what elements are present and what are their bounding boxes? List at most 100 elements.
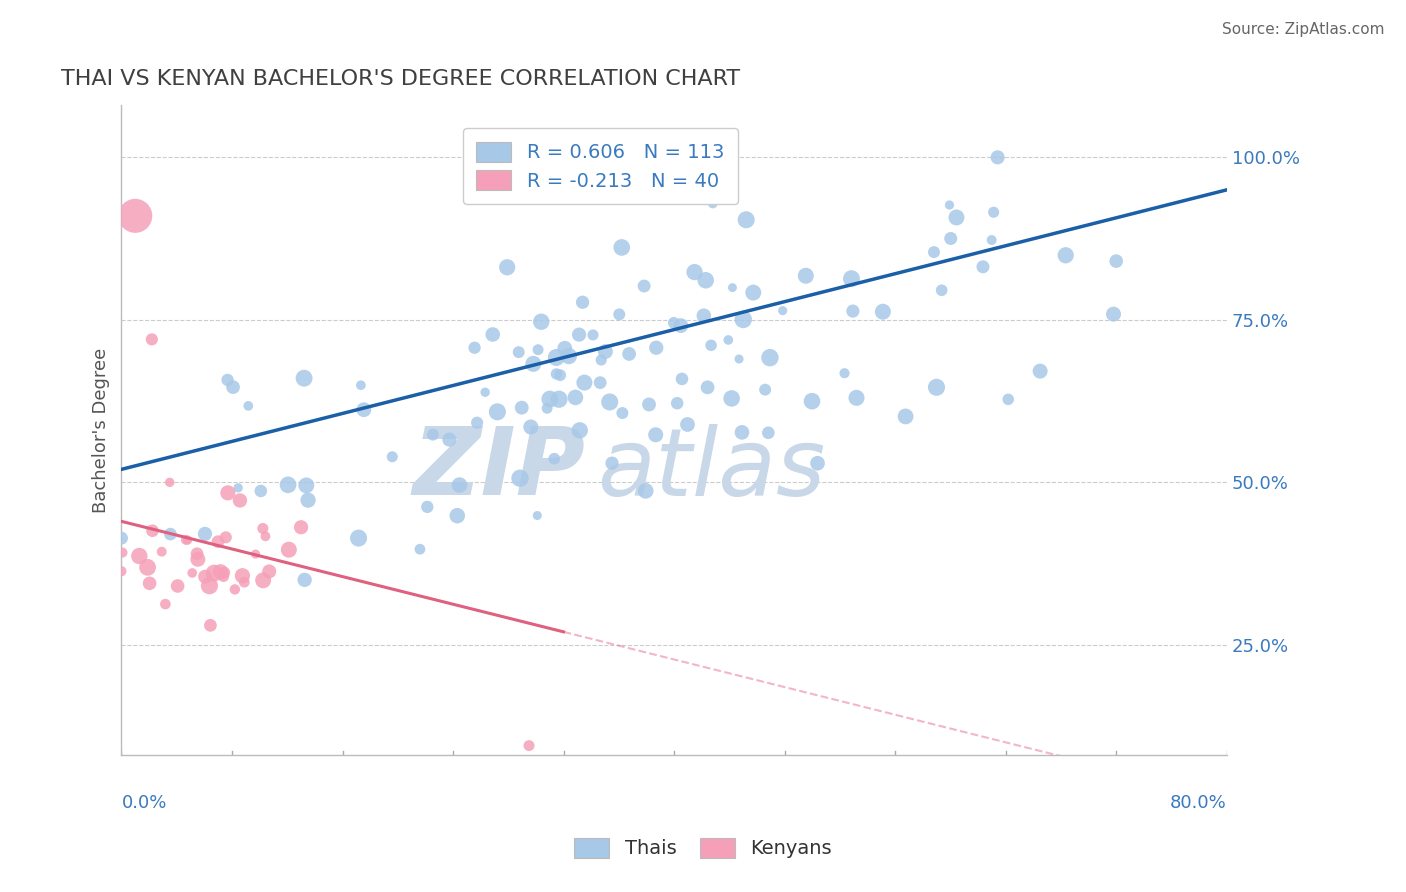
Point bbox=[980, 233, 1002, 247]
Point bbox=[217, 486, 239, 500]
Point bbox=[211, 567, 233, 582]
Point bbox=[671, 372, 693, 386]
Point bbox=[666, 396, 689, 410]
Point bbox=[347, 531, 370, 545]
Point bbox=[252, 574, 274, 588]
Point bbox=[564, 391, 586, 405]
Point bbox=[110, 531, 132, 545]
Point bbox=[496, 260, 519, 275]
Point bbox=[591, 353, 613, 368]
Point bbox=[695, 273, 717, 287]
Point bbox=[214, 566, 236, 580]
Point bbox=[187, 552, 209, 566]
Point bbox=[124, 209, 146, 223]
Point bbox=[728, 351, 751, 366]
Point bbox=[290, 520, 312, 534]
Point bbox=[845, 391, 868, 405]
Point bbox=[548, 368, 571, 383]
Point bbox=[607, 307, 630, 321]
Point bbox=[245, 547, 267, 561]
Point bbox=[574, 376, 596, 390]
Point bbox=[536, 401, 558, 416]
Point bbox=[582, 328, 605, 343]
Legend: Thais, Kenyans: Thais, Kenyans bbox=[567, 830, 839, 866]
Point bbox=[931, 283, 953, 297]
Point bbox=[226, 481, 249, 495]
Point bbox=[509, 471, 531, 485]
Point bbox=[155, 597, 177, 611]
Text: 80.0%: 80.0% bbox=[1170, 795, 1227, 813]
Point bbox=[200, 618, 222, 632]
Point bbox=[972, 260, 994, 274]
Point bbox=[612, 406, 634, 420]
Point bbox=[215, 530, 238, 544]
Point bbox=[834, 366, 856, 380]
Point bbox=[233, 575, 256, 590]
Point bbox=[548, 392, 571, 407]
Point bbox=[174, 533, 197, 547]
Point bbox=[735, 212, 758, 227]
Point bbox=[645, 341, 668, 355]
Point bbox=[141, 524, 163, 538]
Point bbox=[634, 483, 657, 498]
Point bbox=[530, 315, 553, 329]
Point bbox=[231, 568, 253, 582]
Point bbox=[1054, 248, 1077, 262]
Point bbox=[166, 579, 188, 593]
Point bbox=[416, 500, 439, 514]
Point bbox=[568, 327, 591, 342]
Point bbox=[595, 344, 617, 359]
Point bbox=[297, 493, 319, 508]
Point bbox=[546, 367, 568, 381]
Point bbox=[938, 198, 960, 212]
Legend: R = 0.606   N = 113, R = -0.213   N = 40: R = 0.606 N = 113, R = -0.213 N = 40 bbox=[463, 128, 738, 204]
Point bbox=[474, 385, 496, 400]
Point bbox=[794, 268, 817, 283]
Point bbox=[997, 392, 1019, 407]
Point bbox=[945, 211, 967, 225]
Point bbox=[801, 394, 824, 409]
Point bbox=[194, 527, 217, 541]
Point bbox=[138, 576, 160, 591]
Point bbox=[720, 392, 742, 406]
Point bbox=[439, 433, 461, 447]
Point bbox=[922, 245, 945, 260]
Point bbox=[128, 549, 150, 563]
Point bbox=[464, 341, 486, 355]
Point bbox=[294, 573, 316, 587]
Point bbox=[176, 533, 198, 548]
Point bbox=[925, 380, 948, 394]
Point bbox=[508, 345, 530, 359]
Point bbox=[1102, 307, 1125, 321]
Point bbox=[517, 739, 540, 753]
Point bbox=[292, 371, 315, 385]
Point bbox=[222, 380, 245, 394]
Point bbox=[1105, 254, 1128, 268]
Point bbox=[894, 409, 917, 424]
Point bbox=[754, 383, 776, 397]
Point bbox=[543, 451, 565, 466]
Point bbox=[538, 392, 561, 406]
Point bbox=[638, 397, 661, 411]
Point bbox=[599, 395, 621, 409]
Point bbox=[465, 416, 488, 430]
Point bbox=[721, 280, 744, 294]
Point bbox=[554, 341, 576, 355]
Point bbox=[198, 579, 221, 593]
Point bbox=[520, 420, 543, 434]
Point bbox=[558, 349, 581, 363]
Point bbox=[756, 425, 779, 440]
Point bbox=[600, 456, 623, 470]
Point bbox=[759, 351, 782, 365]
Point bbox=[446, 508, 468, 523]
Point bbox=[150, 544, 173, 558]
Text: 0.0%: 0.0% bbox=[121, 795, 167, 813]
Point bbox=[696, 380, 718, 394]
Point bbox=[510, 401, 533, 415]
Point bbox=[676, 417, 699, 432]
Point bbox=[111, 545, 134, 559]
Point bbox=[733, 312, 755, 326]
Point bbox=[202, 566, 225, 580]
Point bbox=[224, 582, 246, 597]
Point bbox=[742, 285, 765, 300]
